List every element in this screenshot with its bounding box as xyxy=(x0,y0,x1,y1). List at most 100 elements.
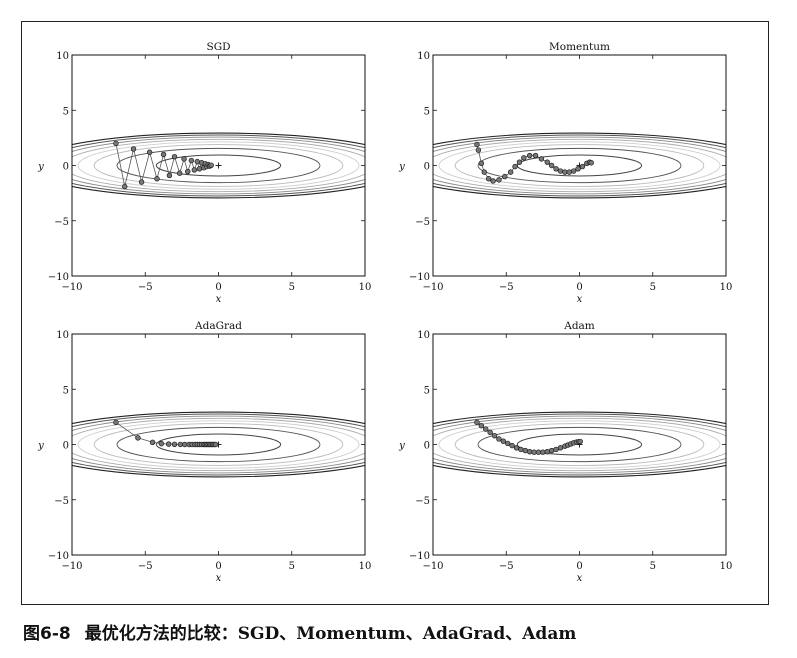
panel-adam: −10 −5 0 5 10 10 5 0 −5 −10 Adam x y xyxy=(398,320,733,584)
panel-sgd-path-point-2 xyxy=(130,146,137,152)
figure-caption: 图6-8 最优化方法的比较：SGD、Momentum、AdaGrad、Adam xyxy=(23,619,576,644)
panel-momentum-path-point-4 xyxy=(485,176,492,182)
panel-adam-path-point-8 xyxy=(509,442,515,449)
panel-sgd-ytick-label-0: 10 xyxy=(56,51,69,62)
panel-adam-path-point-15 xyxy=(540,449,546,455)
panel-adagrad-contours xyxy=(72,411,365,478)
figure-caption-text: 最优化方法的比较：SGD、Momentum、AdaGrad、Adam xyxy=(84,624,577,644)
panel-adam-path-point-3 xyxy=(487,429,493,436)
panel-adagrad-ytick-label-1: 5 xyxy=(63,385,69,396)
panel-momentum-path-point-21 xyxy=(570,168,577,174)
panel-momentum-xlabel: x xyxy=(577,294,583,305)
panel-adam-ytick-label-3: −5 xyxy=(415,496,430,507)
panel-adagrad-path-point-7 xyxy=(182,441,188,448)
panel-momentum-path-point-17 xyxy=(553,166,559,172)
panel-adam-path-point-2 xyxy=(483,426,489,432)
panel-adagrad-xtick-label-0: −10 xyxy=(61,561,82,572)
panel-adam-xlabel: x xyxy=(577,573,583,584)
panel-adam-path-point-11 xyxy=(522,447,528,454)
panel-momentum-contour-3 xyxy=(438,141,721,190)
panel-adagrad-contour-7 xyxy=(72,411,365,478)
panel-sgd-path-point-14 xyxy=(194,158,200,165)
panel-momentum-contour-2 xyxy=(454,144,705,187)
panel-momentum-ytick-label-3: −5 xyxy=(415,217,430,228)
panel-adagrad-contour-1 xyxy=(116,426,321,463)
panel-adam-path-point-5 xyxy=(496,436,502,442)
panel-adam-path-point-6 xyxy=(500,438,507,444)
panel-sgd-xtick-label-0: −10 xyxy=(61,282,82,293)
panel-sgd-xtick-label-2: 0 xyxy=(215,282,221,293)
panel-momentum-path-point-14 xyxy=(538,156,545,162)
panel-adam-path-point-17 xyxy=(548,447,555,454)
panel-adam-xtick-label-3: 5 xyxy=(650,561,656,572)
panel-sgd-xlabel: x xyxy=(216,294,222,305)
panel-adagrad-path-point-5 xyxy=(171,441,178,447)
panel-momentum-path-point-18 xyxy=(557,168,564,174)
panel-adagrad-path-point-6 xyxy=(177,441,184,448)
panel-momentum-contour-4 xyxy=(433,138,726,193)
panel-momentum-path-point-20 xyxy=(566,169,572,175)
panel-adam-ytick-label-2: 0 xyxy=(424,441,430,452)
panel-sgd-path-point-11 xyxy=(185,168,191,175)
panel-sgd-path-point-1 xyxy=(122,183,128,190)
panel-sgd-ytick-label-2: 0 xyxy=(63,162,69,173)
panel-adam-path-point-18 xyxy=(553,446,559,453)
panel-adam-path-point-7 xyxy=(505,440,511,447)
panel-adagrad-ytick-label-4: −10 xyxy=(48,551,69,562)
panel-momentum-xtick-label-1: −5 xyxy=(499,282,514,293)
panel-adam-ytick-label-4: −10 xyxy=(409,551,430,562)
panel-momentum-path-point-10 xyxy=(516,159,523,165)
panel-adam-xtick-label-0: −10 xyxy=(422,561,443,572)
panel-sgd-path-point-22 xyxy=(208,162,214,168)
panel-adagrad-xlabel: x xyxy=(216,573,222,584)
panel-adam-ytick-label-1: 5 xyxy=(424,385,430,396)
panel-sgd-xtick-label-1: −5 xyxy=(138,282,153,293)
panel-adam-contour-6 xyxy=(433,413,726,476)
panel-sgd-path-point-0 xyxy=(113,140,119,147)
panel-sgd-path-point-5 xyxy=(154,176,160,182)
panel-adagrad-path-point-2 xyxy=(149,439,156,445)
panel-momentum-path-point-15 xyxy=(544,159,550,165)
panel-adam-path-point-12 xyxy=(526,448,533,455)
panel-sgd-contour-7 xyxy=(72,132,365,199)
panel-sgd-contour-0 xyxy=(155,154,282,177)
panel-adam-path-point-19 xyxy=(557,445,564,451)
panel-sgd-title: SGD xyxy=(207,41,231,53)
panel-adam-ylabel: y xyxy=(398,441,405,452)
panel-adagrad-ytick-label-3: −5 xyxy=(54,496,69,507)
panel-sgd-ytick-label-4: −10 xyxy=(48,272,69,283)
panel-adam-xtick-label-4: 10 xyxy=(720,561,733,572)
panel-sgd: −10 −5 0 5 10 10 5 0 −5 −10 SGD x y xyxy=(37,41,371,305)
panel-momentum-path-point-23 xyxy=(579,163,586,170)
panel-momentum-title: Momentum xyxy=(549,41,610,53)
panel-momentum-path-point-1 xyxy=(475,147,482,153)
panel-adam-contours xyxy=(433,411,726,478)
panel-sgd-contour-6 xyxy=(72,134,365,197)
panel-momentum-xtick-label-0: −10 xyxy=(422,282,443,293)
panel-adagrad-ytick-label-0: 10 xyxy=(56,330,69,341)
panel-adagrad-title: AdaGrad xyxy=(194,320,242,332)
panel-momentum-path-point-19 xyxy=(562,169,568,175)
panel-momentum-path-point-7 xyxy=(502,173,508,180)
panel-momentum-ytick-label-2: 0 xyxy=(424,162,430,173)
panel-adagrad-path-point-1 xyxy=(135,435,141,441)
panel-adagrad-contour-3 xyxy=(77,420,360,469)
panel-sgd-path-point-9 xyxy=(176,170,183,176)
panel-momentum-path-point-8 xyxy=(507,169,514,175)
panel-momentum-path-point-9 xyxy=(512,163,518,170)
panel-adam-path-point-16 xyxy=(544,448,550,455)
figure-number: 图6-8 xyxy=(23,624,71,644)
panel-momentum-path-point-0 xyxy=(474,141,480,148)
panel-adagrad-ylabel: y xyxy=(37,441,44,452)
panel-sgd-path-point-8 xyxy=(171,153,178,160)
panel-adagrad-path-point-0 xyxy=(113,419,119,426)
panel-sgd-path-point-4 xyxy=(146,149,153,155)
panel-sgd-path-point-13 xyxy=(191,167,198,173)
panel-sgd-contour-4 xyxy=(72,138,365,193)
panel-momentum-xtick-label-2: 0 xyxy=(576,282,582,293)
panel-sgd-contour-2 xyxy=(93,144,344,187)
panel-sgd-path-point-7 xyxy=(166,172,173,179)
panel-sgd-contour-1 xyxy=(116,147,321,184)
panel-adam-path-point-0 xyxy=(474,419,480,426)
panel-momentum-path-point-5 xyxy=(490,178,496,184)
